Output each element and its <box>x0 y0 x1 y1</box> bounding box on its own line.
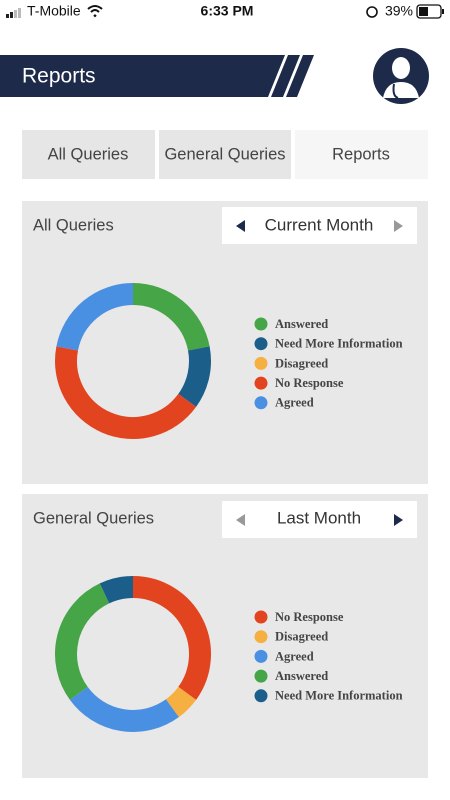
legend-swatch <box>254 649 268 663</box>
status-bar: T-Mobile 6:33 PM 39% <box>6 3 444 19</box>
header-stripe <box>255 55 285 97</box>
header-title: Reports <box>22 65 96 88</box>
period-label: Current Month <box>265 215 374 234</box>
legend-label: Answered <box>275 669 328 683</box>
donut-segment <box>178 346 211 407</box>
battery-percent: 39% <box>385 3 413 19</box>
donut-segment <box>55 346 197 439</box>
legend-label: Disagreed <box>275 356 328 370</box>
next-arrow[interactable] <box>394 514 403 526</box>
avatar-head <box>392 57 410 79</box>
header-bar <box>0 55 275 97</box>
signal-bar <box>6 14 9 18</box>
prev-arrow[interactable] <box>236 514 245 526</box>
legend-label: No Response <box>275 376 344 390</box>
clock: 6:33 PM <box>201 3 254 19</box>
legend-swatch <box>254 689 268 703</box>
tab-label[interactable]: All Queries <box>48 145 129 163</box>
legend-swatch <box>254 317 268 331</box>
legend-label: Disagreed <box>275 630 328 644</box>
avatar[interactable] <box>373 48 429 104</box>
header-stripe <box>286 55 314 97</box>
donut-segment <box>69 686 179 732</box>
avatar-body <box>383 82 419 98</box>
prev-arrow[interactable] <box>236 220 245 232</box>
panel <box>22 201 428 484</box>
donut-segment <box>56 283 134 351</box>
donut-segment <box>55 583 110 700</box>
legend-swatch <box>254 356 268 370</box>
legend-swatch <box>254 376 268 390</box>
header-stripe <box>271 55 300 97</box>
donut-segment <box>99 576 134 604</box>
legend-swatch <box>254 630 268 644</box>
legend-label: Agreed <box>275 396 314 410</box>
legend-swatch <box>254 396 268 410</box>
signal-bar <box>18 8 21 18</box>
panel-title: General Queries <box>33 509 154 527</box>
stethoscope <box>392 83 399 99</box>
signal-bar <box>14 10 17 18</box>
legend-label: Agreed <box>275 649 314 663</box>
tab[interactable] <box>159 130 291 179</box>
tab[interactable] <box>22 130 155 179</box>
legend-swatch <box>254 669 268 683</box>
period-selector <box>222 501 417 538</box>
legend-label: Need More Information <box>275 689 403 703</box>
battery-tip <box>442 9 444 14</box>
panel-title: All Queries <box>33 216 114 234</box>
period-label: Last Month <box>277 508 361 527</box>
header: Reports <box>0 48 429 104</box>
tab-label[interactable]: General Queries <box>164 145 285 163</box>
tabs: All Queries General Queries Reports <box>22 130 428 179</box>
legend-swatch <box>254 610 268 624</box>
tab-active[interactable] <box>295 130 428 179</box>
wifi-icon <box>87 5 103 18</box>
period-selector <box>222 207 417 244</box>
panel <box>22 494 428 778</box>
carrier: T-Mobile <box>27 3 81 19</box>
battery-icon <box>416 4 442 19</box>
orientation-lock-icon <box>366 6 378 18</box>
legend-label: Answered <box>275 317 328 331</box>
legend-label: Need More Information <box>275 337 403 351</box>
donut-segment <box>165 686 197 718</box>
battery-level <box>419 7 428 16</box>
donut-segment <box>132 283 210 351</box>
signal-bar <box>10 12 13 18</box>
legend-label: No Response <box>275 610 344 624</box>
donut-segment <box>132 576 211 700</box>
next-arrow[interactable] <box>394 220 403 232</box>
legend-swatch <box>254 337 268 351</box>
tab-label[interactable]: Reports <box>332 145 390 163</box>
